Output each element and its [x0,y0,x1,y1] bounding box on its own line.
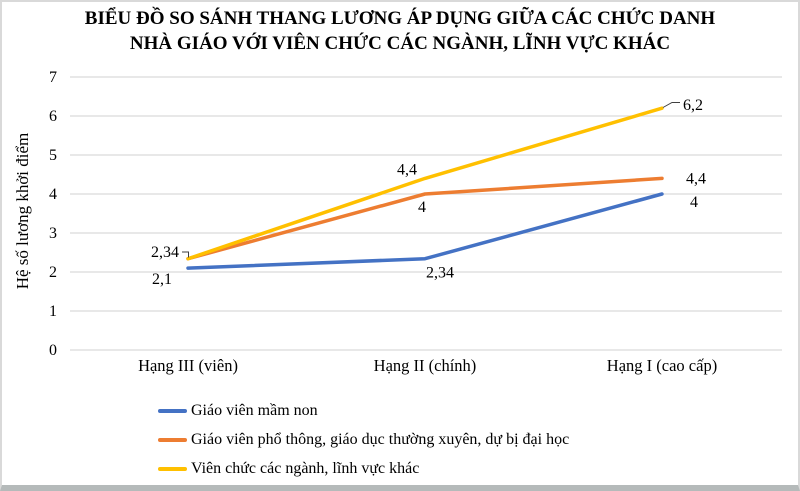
data-label: 4 [690,194,698,211]
data-label: 4,4 [397,161,417,178]
legend-line-marker-blue [158,408,187,413]
data-label-callout [662,102,680,108]
y-tick-label: 2 [49,264,57,281]
legend: Giáo viên mầm non Giáo viên phổ thông, g… [158,396,569,483]
legend-label: Giáo viên mầm non [191,401,318,419]
y-tick-label: 5 [49,147,57,164]
data-label: 2,1 [152,271,172,288]
legend-item-mam-non: Giáo viên mầm non [158,396,569,425]
x-category-label: Hạng I (cao cấp) [607,356,717,375]
data-label: 4 [418,199,426,216]
legend-item-vien-chuc: Viên chức các ngành, lĩnh vực khác [158,454,569,483]
chart-title-line1: BIỂU ĐỒ SO SÁNH THANG LƯƠNG ÁP DỤNG GIỮA… [84,8,716,29]
x-category-label: Hạng II (chính) [374,356,477,375]
series-line-2 [186,106,664,261]
series-line-1 [186,176,664,261]
series-line-0 [186,192,664,270]
y-tick-label: 1 [49,303,57,320]
legend-line-marker-yellow [158,466,187,471]
x-category-label: Hạng III (viên) [138,356,238,375]
legend-label: Viên chức các ngành, lĩnh vực khác [191,459,420,477]
plot-area: 0 1 2 3 4 5 6 7 Hạng III (viên) Hạng II (chính) Hạ… [49,69,782,375]
y-tick-label: 6 [49,108,57,125]
chart-title: BIỂU ĐỒ SO SÁNH THANG LƯƠNG ÁP DỤNG GIỮA… [2,6,798,56]
chart-title-line2: NHÀ GIÁO VỚI VIÊN CHỨC CÁC NGÀNH, LĨNH V… [129,33,671,54]
y-tick-label: 4 [49,186,57,203]
y-tick-label: 3 [49,225,57,242]
data-label: 2,34 [426,265,454,282]
data-label: 4,4 [686,170,706,187]
legend-line-marker-orange [158,437,187,442]
data-label: 6,2 [683,97,703,114]
legend-item-pho-thong: Giáo viên phổ thông, giáo dục thường xuy… [158,425,569,454]
legend-label: Giáo viên phổ thông, giáo dục thường xuy… [191,430,570,448]
y-tick-label: 0 [49,342,57,359]
y-tick-label: 7 [49,69,57,86]
data-label: 2,34 [151,244,179,261]
data-label-callout [182,251,189,258]
